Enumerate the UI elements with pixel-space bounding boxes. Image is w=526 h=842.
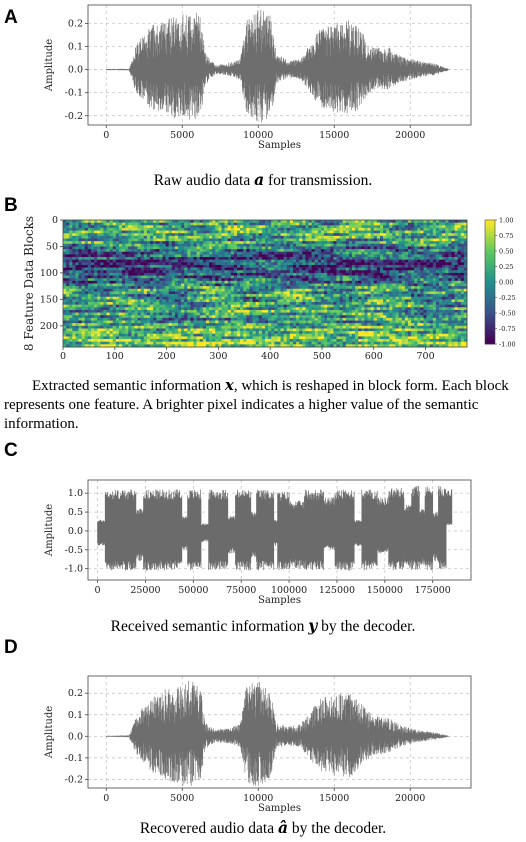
chart-b-ytick-label: 50 [46,241,58,252]
chart-c-ytick-label: 0.5 [68,507,83,518]
chart-b-colorbar-tick-label: -0.75 [499,325,516,333]
chart-a-xlabel: Samples [258,140,301,151]
chart-d-xtick-label: 5000 [170,793,194,804]
chart-a-series-line [105,10,449,123]
chart-a-ytick-label: -0.2 [65,111,83,122]
chart-b-colorbar-tick-label: -1.00 [499,341,516,349]
chart-c-frame [87,479,472,581]
chart-d-ytick-label: 0.1 [68,710,83,721]
chart-c-xtick-label: 0 [95,585,101,596]
chart-c-xtick-label: 125000 [319,585,355,596]
panel-letter-a: A [4,7,18,28]
chart-d-ytick-label: 0.0 [68,731,83,742]
chart-b-colorbar-tick-label: 0.25 [499,263,513,271]
chart-b-frame [62,219,468,348]
chart-b-ytick-label: 200 [40,321,58,332]
chart-b-xtick-label: 600 [365,351,383,362]
chart-a-ytick-label: 0.2 [68,18,83,29]
panel-letter-d: D [4,637,18,658]
chart-c-xtick-label: 50000 [178,585,208,596]
chart-b-colorbar-tick-label: 0.75 [499,232,513,240]
chart-b-colorbar-tick-label: 0.00 [499,279,513,287]
chart-b-xtick-label: 300 [209,351,227,362]
caption-received-semantic: Received semantic information y by the d… [110,616,416,635]
chart-d-xlabel: Samples [258,803,301,814]
caption-recovered-audio: Recovered audio data â by the decoder. [139,818,387,837]
chart-a-ytick-label: -0.1 [65,88,83,99]
chart-b-xtick-label: 700 [416,351,434,362]
chart-d-xtick-label: 0 [103,793,109,804]
chart-a-xtick-label: 20000 [395,130,425,141]
chart-d-xtick-label: 10000 [243,793,273,804]
chart-d-xtick-label: 15000 [319,793,349,804]
caption-raw-audio: Raw audio data a for transmission. [153,170,373,189]
chart-a-ylabel: Amplitude [44,39,55,92]
chart-a-ytick-label: 0.0 [68,65,83,76]
panel-letter-c: C [4,440,18,461]
chart-d-frame [87,675,472,789]
chart-b-colorbar-tick-label: 1.00 [499,217,513,225]
chart-c-ytick-label: -0.5 [65,545,83,556]
chart-b-xtick-label: 0 [60,351,66,362]
chart-c-series-line [97,485,453,571]
chart-b-colorbar-tick-label: -0.25 [499,294,516,302]
chart-c-ytick-label: 0.0 [68,526,83,537]
chart-d-ytick-label: -0.2 [65,774,83,785]
chart-b-ylabel: 8 Feature Data Blocks [22,216,36,351]
chart-c-xtick-label: 150000 [367,585,403,596]
chart-b-ytick-label: 150 [40,294,58,305]
chart-a-frame [87,4,472,126]
chart-b-colorbar-tick-label: 0.50 [499,248,513,256]
chart-b-xtick-label: 100 [106,351,124,362]
chart-received-semantic: 0 25000 50000 75000 100000 125000 150000 175000… [44,479,472,606]
panel-letter-b: B [4,195,18,216]
chart-b-colorbar-tick-label: -0.50 [499,310,516,318]
chart-d-series-line [105,680,449,786]
chart-c-xtick-label: 25000 [130,585,160,596]
chart-b-ytick-label: 0 [52,215,58,226]
chart-d-xtick-label: 20000 [395,793,425,804]
chart-recovered-audio: 0 5000 10000 15000 20000 -0.2 -0.1 0.0 0.1 0.2 Sam… [44,675,472,814]
chart-b-cells [63,220,468,348]
chart-c-xlabel: Samples [258,595,301,606]
chart-c-xtick-label: 175000 [415,585,451,596]
chart-b-colorbar: 1.00 0.75 0.50 0.25 0.00 -0.25 -0.50 -0.75 -1.00 [484,217,516,349]
chart-c-xtick-label: 100000 [271,585,307,596]
chart-d-ylabel: Amplitude [44,706,55,759]
chart-c-ytick-label: -1.0 [65,564,83,575]
chart-b-xtick-label: 400 [261,351,279,362]
caption-semantic-info: Extracted semantic information x, which … [4,376,509,432]
chart-raw-audio: 0 5000 10000 15000 20000 -0.2 -0.1 0.0 0.1 0.2 Sam… [44,4,472,151]
chart-b-xtick-label: 500 [313,351,331,362]
chart-b-ytick-label: 100 [40,268,58,279]
chart-a-ytick-label: 0.1 [68,42,83,53]
chart-a-xtick-label: 10000 [243,130,273,141]
chart-c-xtick-label: 75000 [226,585,256,596]
chart-b-xtick-label: 200 [158,351,176,362]
chart-d-ytick-label: -0.1 [65,753,83,764]
chart-c-ylabel: Amplitude [44,504,55,557]
chart-c-ytick-label: 1.0 [68,488,83,499]
chart-d-ytick-label: 0.2 [68,688,83,699]
chart-a-xtick-label: 5000 [170,130,194,141]
chart-a-xtick-label: 0 [103,130,109,141]
chart-semantic-heatmap: 0 100 200 300 400 500 600 700 0 50 100 150 200 8 Feat… [22,215,516,362]
chart-a-xtick-label: 15000 [319,130,349,141]
